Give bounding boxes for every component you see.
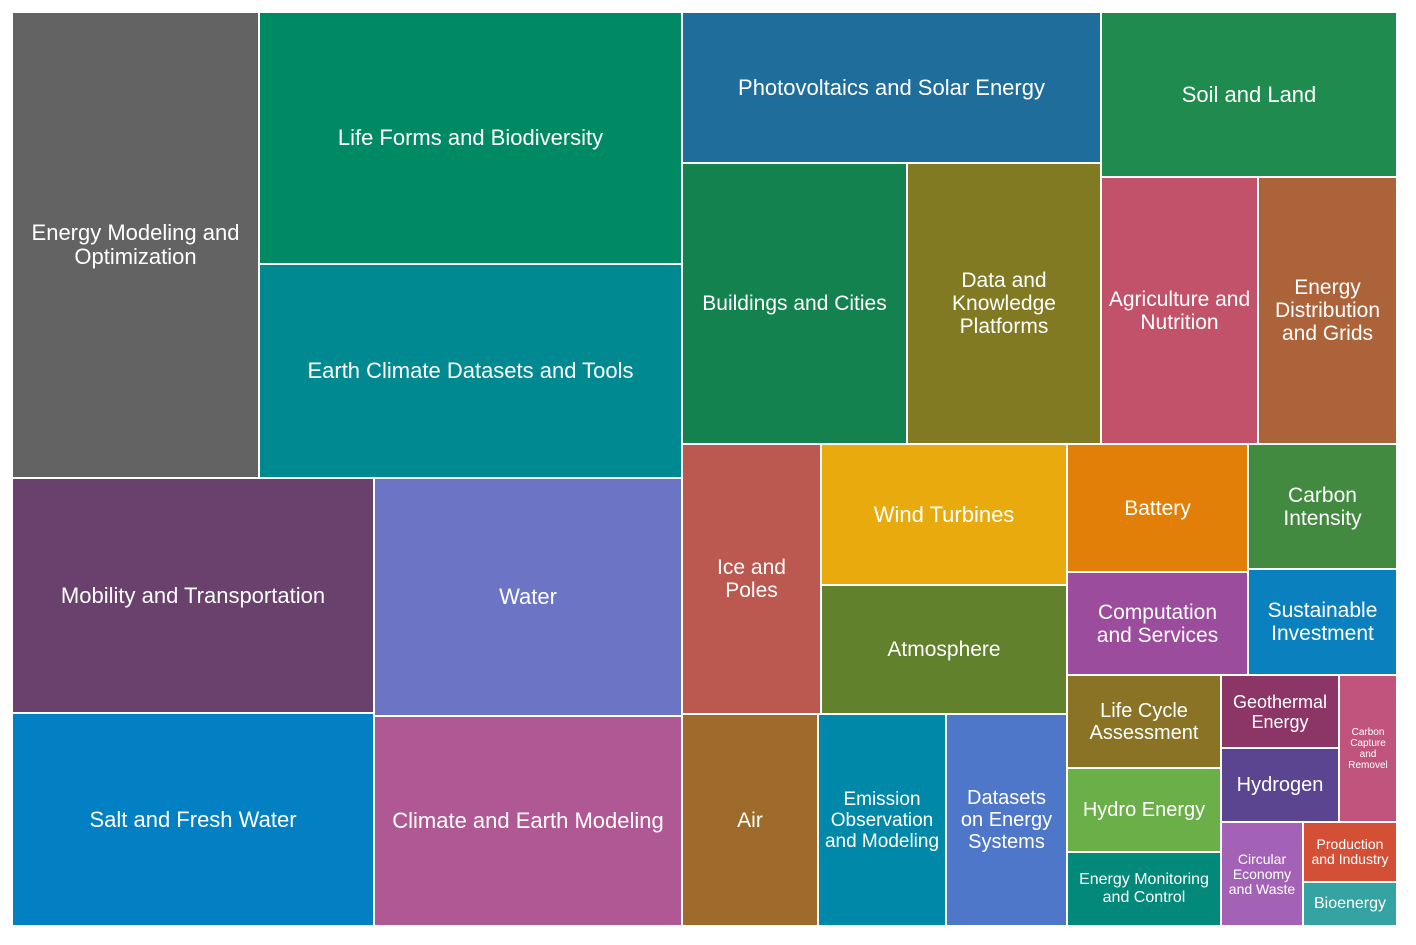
treemap-tile-label: Energy Monitoring and Control (1079, 871, 1209, 906)
treemap-tile-label: Energy Distribution and Grids (1274, 276, 1381, 345)
treemap-tile-label: Emission Observation and Modeling (824, 788, 940, 852)
treemap-tile-atmosphere: Atmosphere (821, 585, 1067, 714)
treemap-tile-label: Salt and Fresh Water (89, 806, 297, 832)
treemap-tile-agriculture-and-nutrition: Agriculture and Nutrition (1101, 177, 1258, 444)
treemap-tile-hydro-energy: Hydro Energy (1067, 768, 1221, 852)
treemap-tile-label: Photovoltaics and Solar Energy (738, 74, 1045, 100)
treemap-tile-label: Atmosphere (887, 638, 1001, 661)
treemap-tile-battery: Battery (1067, 444, 1248, 572)
treemap-tile-label: Air (737, 808, 763, 832)
treemap-tile-water: Water (374, 478, 682, 716)
treemap-tile-label: Wind Turbines (873, 501, 1015, 527)
treemap-tile-soil-and-land: Soil and Land (1101, 12, 1397, 177)
treemap-tile-climate-and-earth-modeling: Climate and Earth Modeling (374, 716, 682, 926)
treemap-tile-energy-modeling-and-optimization: Energy Modeling and Optimization (12, 12, 259, 478)
treemap-tile-label: Datasets on Energy Systems (960, 787, 1053, 853)
treemap-tile-data-and-knowledge-platforms: Data and Knowledge Platforms (907, 163, 1101, 444)
treemap-tile-computation-and-services: Computation and Services (1067, 572, 1248, 675)
treemap-tile-life-cycle-assessment: Life Cycle Assessment (1067, 675, 1221, 768)
treemap-tile-label: Bioenergy (1313, 895, 1387, 912)
treemap-tile-carbon-intensity: Carbon Intensity (1248, 444, 1397, 569)
treemap-tile-label: Buildings and Cities (702, 292, 887, 315)
treemap-tile-sustainable-investment: Sustainable Investment (1248, 569, 1397, 675)
treemap-tile-wind-turbines: Wind Turbines (821, 444, 1067, 585)
treemap-tile-ice-and-poles: Ice and Poles (682, 444, 821, 714)
treemap-tile-geothermal-energy: Geothermal Energy (1221, 675, 1339, 748)
treemap-tile-label: Carbon Capture and Removel (1348, 726, 1388, 771)
treemap-tile-label: Battery (1124, 496, 1191, 520)
treemap-tile-label: Water (499, 584, 557, 609)
treemap-tile-label: Carbon Intensity (1283, 483, 1362, 530)
treemap-tile-label: Hydro Energy (1082, 799, 1206, 821)
treemap-tile-bioenergy: Bioenergy (1303, 882, 1397, 926)
treemap-tile-carbon-capture-and-removel: Carbon Capture and Removel (1339, 675, 1397, 822)
treemap-tile-label: Hydrogen (1236, 774, 1324, 796)
treemap-tile-salt-and-fresh-water: Salt and Fresh Water (12, 713, 374, 926)
treemap-tile-earth-climate-datasets-and-tools: Earth Climate Datasets and Tools (259, 264, 682, 478)
treemap-tile-label: Soil and Land (1181, 81, 1317, 107)
treemap-tile-photovoltaics-and-solar-energy: Photovoltaics and Solar Energy (682, 12, 1101, 163)
treemap-tile-label: Geothermal Energy (1232, 691, 1328, 732)
treemap-tile-energy-distribution-and-grids: Energy Distribution and Grids (1258, 177, 1397, 444)
treemap-tile-label: Mobility and Transportation (60, 582, 326, 608)
treemap-tile-label: Climate and Earth Modeling (392, 808, 664, 833)
treemap-tile-label: Life Cycle Assessment (1089, 699, 1199, 744)
treemap-tile-circular-economy-and-waste: Circular Economy and Waste (1221, 822, 1303, 926)
treemap-tile-label: Data and Knowledge Platforms (952, 269, 1056, 338)
treemap-tile-label: Production and Industry (1311, 836, 1389, 867)
treemap-tile-label: Life Forms and Biodiversity (337, 125, 604, 150)
treemap-tile-mobility-and-transportation: Mobility and Transportation (12, 478, 374, 713)
treemap-tile-production-and-industry: Production and Industry (1303, 822, 1397, 882)
treemap-tile-emission-observation-and-modeling: Emission Observation and Modeling (818, 714, 946, 926)
treemap-tile-buildings-and-cities: Buildings and Cities (682, 163, 907, 444)
treemap-tile-label: Agriculture and Nutrition (1108, 287, 1251, 334)
treemap-tile-label: Sustainable Investment (1267, 599, 1378, 645)
treemap-tile-life-forms-and-biodiversity: Life Forms and Biodiversity (259, 12, 682, 264)
treemap-tile-label: Computation and Services (1096, 600, 1219, 647)
treemap-tile-label: Energy Modeling and Optimization (31, 220, 240, 269)
treemap-tile-datasets-on-energy-systems: Datasets on Energy Systems (946, 714, 1067, 926)
treemap-tile-hydrogen: Hydrogen (1221, 748, 1339, 822)
treemap-tile-label: Earth Climate Datasets and Tools (307, 358, 634, 383)
treemap-tile-label: Circular Economy and Waste (1228, 850, 1296, 897)
treemap-tile-energy-monitoring-and-control: Energy Monitoring and Control (1067, 852, 1221, 926)
treemap-tile-air: Air (682, 714, 818, 926)
treemap-tile-label: Ice and Poles (717, 556, 786, 602)
